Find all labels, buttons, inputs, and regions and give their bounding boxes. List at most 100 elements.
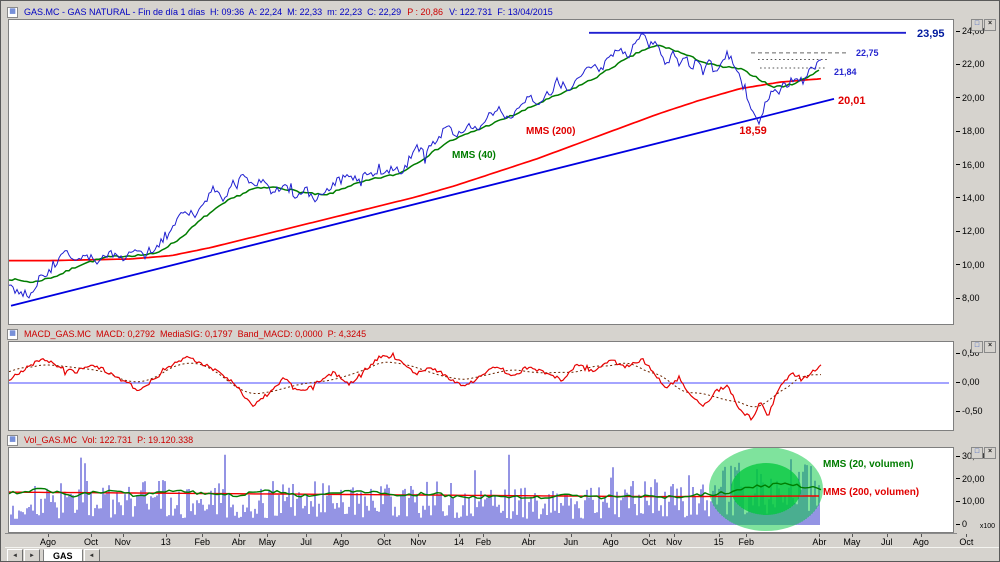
x-axis-tickmark [528,534,530,537]
x-axis-label: Abr [521,537,536,547]
y-axis-tickmark [956,523,960,525]
price-title-main: GAS.MC - GAS NATURAL - Fin de día 1 días… [24,7,402,17]
x-axis-label: Oct [83,537,99,547]
panel-close-button[interactable]: × [984,341,996,353]
y-axis-label: 0,50 [956,348,980,358]
x-axis-label: Ago [602,537,619,547]
x-axis-tickmark [306,534,308,537]
y-axis-tickmark [956,97,960,99]
x-axis-label: Ago [39,537,56,547]
y-axis-tickmark [956,197,960,199]
x-axis-label: Abr [231,537,246,547]
tab-scroll-left-button[interactable]: ◄ [7,548,23,561]
x-axis-tickmark [966,534,968,537]
x-axis-label: Feb [194,537,211,547]
x-axis-tickmark [483,534,485,537]
x-axis-label: Jun [563,537,579,547]
x-axis-tickmark [648,534,650,537]
y-axis-label: 10,00 [956,496,985,506]
volume-chart-area[interactable]: MMS (20, volumen) MMS (200, volumen) [8,447,954,533]
chart-panel-icon: ▦ [7,434,18,446]
x-axis-label: Oct [959,537,974,547]
volume-bars [10,454,820,525]
trendline [10,98,835,307]
x-axis-label: 13 [160,537,171,547]
macd-line [9,351,822,421]
volume-panel-titlebar: ▦ Vol_GAS.MC Vol: 122.731 P: 19.120.338 [5,433,997,447]
panel-restore-button[interactable]: □ [971,341,983,353]
x-axis-label: 14 [453,537,464,547]
x-axis-label: 15 [713,537,724,547]
x-axis-tickmark [674,534,676,537]
x-axis-label: Oct [641,537,656,547]
macd-title: MACD_GAS.MC MACD: 0,2792 MediaSIG: 0,179… [24,329,367,339]
x-axis-tickmark [238,534,240,537]
panel-restore-button[interactable]: □ [971,19,983,31]
y-axis-label: 12,00 [956,226,985,236]
x-axis-tickmark [165,534,167,537]
y-axis-label: 24,00 [956,26,985,36]
price-chart[interactable]: 23,95 22,75 21,84 20,01 18,59 MMS (200) MMS (4… [9,20,953,324]
price-title-extra: V: 122.731 F: 13/04/2015 [449,7,553,17]
macd-chart-area[interactable] [8,341,954,431]
x-axis-tickmark [718,534,720,537]
x-axis-tickmark [920,534,922,537]
tab-gas[interactable]: GAS [43,548,83,561]
panel-close-button[interactable]: × [984,447,996,459]
x-axis-label: Jul [300,537,312,547]
x-axis-tickmark [47,534,49,537]
tab-scroll-right-button[interactable]: ► [24,548,40,561]
x-axis-label: Nov [114,537,131,547]
x-axis-label: Ago [912,537,929,547]
x-axis-label: Oct [377,537,392,547]
chart-annotation: 21,84 [834,67,857,77]
macd-chart[interactable] [9,342,953,430]
volume-multiplier-label: x100 [979,523,995,530]
price-line [9,33,822,299]
panel-restore-button[interactable]: □ [971,447,983,459]
price-y-axis: □ × 24,00 22,00 20,00 18,00 16,00 14,00 12,00 1… [956,19,997,325]
chart-annotation: MMS (200, volumen) [823,487,919,498]
volume-mms20-line [9,482,822,500]
price-panel: ▦ GAS.MC - GAS NATURAL - Fin de día 1 dí… [5,5,997,326]
x-axis-label: May [843,537,861,547]
y-axis-label: 8,00 [956,293,980,303]
macd-panel-titlebar: ▦ MACD_GAS.MC MACD: 0,2792 MediaSIG: 0,1… [5,327,997,341]
mms200-line [9,77,822,262]
chart-annotation: 20,01 [838,95,866,107]
volume-chart[interactable]: MMS (20, volumen) MMS (200, volumen) [9,448,953,532]
x-axis-tickmark [122,534,124,537]
x-axis-label: Nov [410,537,427,547]
x-axis-label: Nov [666,537,683,547]
x-axis-tickmark [746,534,748,537]
sheet-tabbar: ◄ ► GAS ◄ [5,547,999,561]
panel-close-button[interactable]: × [984,19,996,31]
y-axis-tickmark [956,297,960,299]
chart-panel-icon: ▦ [7,6,18,18]
y-axis-label: -0,50 [956,406,983,416]
y-axis-tickmark [956,500,960,502]
price-chart-area[interactable]: 23,95 22,75 21,84 20,01 18,59 MMS (200) MMS (4… [8,19,954,325]
volume-panel: ▦ Vol_GAS.MC Vol: 122.731 P: 19.120.338 … [5,433,997,533]
y-axis-tickmark [956,164,960,165]
price-panel-titlebar: ▦ GAS.MC - GAS NATURAL - Fin de día 1 dí… [5,5,997,19]
macd-panel: ▦ MACD_GAS.MC MACD: 0,2792 MediaSIG: 0,1… [5,327,997,431]
tab-nav-button[interactable]: ◄ [83,548,100,561]
y-axis-label: 0 [956,519,967,529]
x-axis-tickmark [91,534,92,537]
y-axis-tickmark [956,478,960,480]
x-axis-tickmark [418,534,420,537]
y-axis-label: 16,00 [956,160,985,170]
chart-panel-icon: ▦ [7,328,18,340]
y-axis-label: 20,00 [956,474,985,484]
x-axis-tickmark [202,534,204,537]
macd-y-axis: □ × 0,50 0,00 -0,50 [956,341,997,431]
x-axis-label: Feb [738,537,755,547]
y-axis-label: 22,00 [956,59,985,69]
chart-annotation: MMS (20, volumen) [823,459,914,470]
price-title-last: P : 20,86 [407,7,444,17]
y-axis-tickmark [956,264,960,266]
x-axis-tickmark [458,534,460,537]
